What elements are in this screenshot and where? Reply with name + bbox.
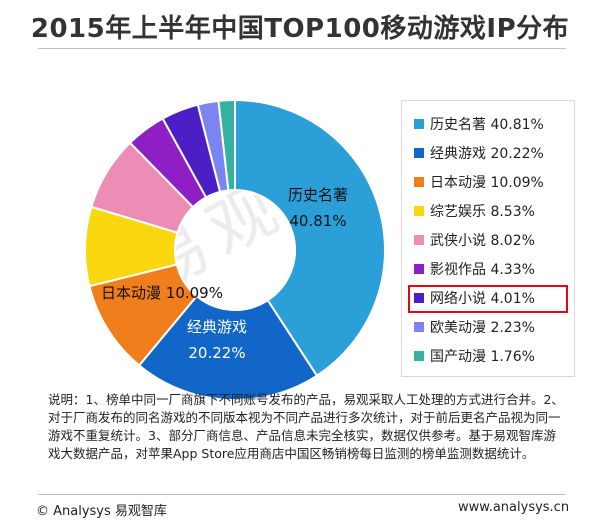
legend-swatch-western-anime	[414, 322, 424, 332]
legend-label-history: 历史名著 40.81%	[430, 117, 544, 133]
legend-swatch-web-novel	[414, 293, 424, 303]
legend-item-variety: 综艺娱乐 8.53%	[414, 201, 535, 221]
title-divider	[38, 48, 566, 49]
donut-slice-1	[137, 294, 319, 400]
footer-website: www.analysys.cn	[458, 500, 570, 515]
legend-item-domestic-anime: 国产动漫 1.76%	[414, 346, 535, 366]
legend-label-wuxia: 武侠小说 8.02%	[430, 233, 535, 249]
legend-swatch-variety	[414, 206, 424, 216]
legend-label-western-anime: 欧美动漫 2.23%	[430, 320, 535, 336]
slice-label-japan: 日本动漫 10.09%	[101, 284, 223, 302]
legend-label-variety: 综艺娱乐 8.53%	[430, 204, 535, 220]
legend-highlight-box	[408, 285, 568, 313]
legend-item-western-anime: 欧美动漫 2.23%	[414, 317, 535, 337]
legend-swatch-film-tv	[414, 264, 424, 274]
legend-item-wuxia: 武侠小说 8.02%	[414, 230, 535, 250]
slice-label-classic-value: 20.22%	[188, 344, 245, 362]
legend-label-film-tv: 影视作品 4.33%	[430, 262, 535, 278]
slice-label-history-value: 40.81%	[289, 212, 346, 230]
slice-label-history-name: 历史名著	[288, 186, 348, 204]
legend-swatch-domestic-anime	[414, 351, 424, 361]
legend-label-japan-anime: 日本动漫 10.09%	[430, 175, 544, 191]
legend-item-history: 历史名著 40.81%	[414, 114, 544, 134]
footer-divider	[38, 494, 566, 495]
legend-label-classic-games: 经典游戏 20.22%	[430, 146, 544, 162]
donut-slices	[84, 98, 386, 400]
footer-copyright: © Analysys 易观智库	[36, 504, 167, 519]
legend-swatch-japan-anime	[414, 177, 424, 187]
legend-label-web-novel: 网络小说 4.01%	[430, 291, 535, 307]
footnote-text: 说明：1、榜单中同一厂商旗下不同账号发布的产品，易观采取人工处理的方式进行合并。…	[48, 392, 564, 461]
legend-swatch-classic-games	[414, 148, 424, 158]
donut-slice-8	[217, 98, 236, 192]
legend-item-japan-anime: 日本动漫 10.09%	[414, 172, 544, 192]
legend: 历史名著 40.81% 经典游戏 20.22% 日本动漫 10.09% 综艺娱乐…	[401, 100, 575, 377]
legend-label-domestic-anime: 国产动漫 1.76%	[430, 349, 535, 365]
legend-item-classic-games: 经典游戏 20.22%	[414, 143, 544, 163]
donut-chart: 历史名著 40.81% 经典游戏 20.22% 日本动漫 10.09%	[84, 98, 386, 400]
slice-label-classic-name: 经典游戏	[187, 318, 247, 336]
legend-swatch-history	[414, 119, 424, 129]
chart-title: 2015年上半年中国TOP100移动游戏IP分布	[30, 14, 570, 44]
legend-swatch-wuxia	[414, 235, 424, 245]
legend-item-web-novel: 网络小说 4.01%	[414, 288, 535, 308]
legend-item-film-tv: 影视作品 4.33%	[414, 259, 535, 279]
